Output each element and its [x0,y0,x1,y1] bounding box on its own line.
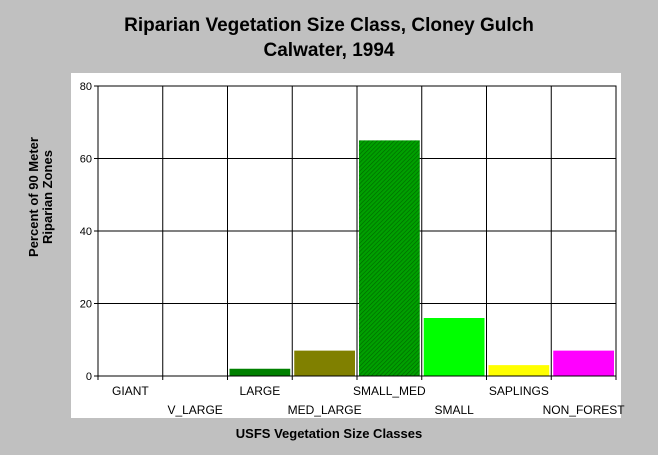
bar-large [229,368,291,376]
x-axis-label: USFS Vegetation Size Classes [236,426,422,441]
axes [94,85,617,380]
x-tick-label: SAPLINGS [489,384,549,398]
x-tick-label: SMALL [434,403,474,417]
y-axis-label-line-2: Riparian Zones [40,150,55,244]
bars [229,140,614,376]
chart-title-line-1: Riparian Vegetation Size Class, Cloney G… [124,15,534,36]
y-tick-label: 60 [80,154,92,166]
labels: 0 20 40 60 80 GIANT V_LARGE LARGE MED_LARGE SMALL… [80,81,626,417]
bar-med_large [294,350,355,376]
x-tick-label: GIANT [112,384,149,398]
x-tick-label: LARGE [240,384,281,398]
chart-title-line-2: Calwater, 1994 [263,40,395,61]
y-tick-label: 40 [80,226,92,238]
bar-saplings [488,365,550,376]
bar-non_forest [553,350,614,376]
x-tick-label: V_LARGE [167,403,222,417]
x-tick-label: NON_FOREST [543,403,626,417]
bar-small_med [359,140,420,376]
x-tick-label: SMALL_MED [353,384,426,398]
y-axis-label-line-1: Percent of 90 Meter [26,137,41,257]
y-tick-label: 0 [86,371,92,383]
y-tick-label: 80 [80,81,92,93]
y-tick-label: 20 [80,299,92,311]
bar-small [423,318,485,376]
x-tick-label: MED_LARGE [288,403,362,417]
